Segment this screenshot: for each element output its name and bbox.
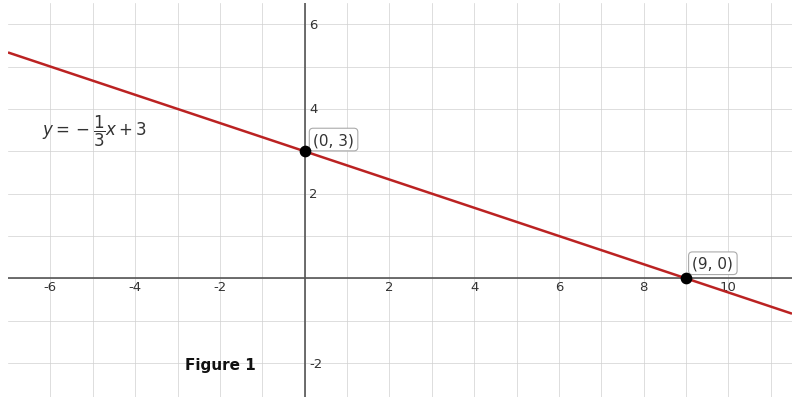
Text: 6: 6 — [554, 281, 563, 294]
Text: -2: -2 — [214, 281, 226, 294]
Text: 2: 2 — [385, 281, 394, 294]
Text: 10: 10 — [720, 281, 737, 294]
Text: -4: -4 — [129, 281, 142, 294]
Text: (9, 0): (9, 0) — [693, 256, 734, 271]
Text: 4: 4 — [470, 281, 478, 294]
Text: -2: -2 — [309, 357, 322, 370]
Text: -6: -6 — [44, 281, 57, 294]
Text: Figure 1: Figure 1 — [185, 357, 255, 372]
Text: 4: 4 — [309, 103, 318, 116]
Point — [680, 275, 693, 282]
Text: (0, 3): (0, 3) — [313, 133, 354, 148]
Text: $y = -\dfrac{1}{3}x + 3$: $y = -\dfrac{1}{3}x + 3$ — [42, 113, 147, 148]
Point — [298, 149, 311, 155]
Text: 2: 2 — [309, 188, 318, 200]
Text: 8: 8 — [639, 281, 648, 294]
Text: 6: 6 — [309, 19, 318, 32]
